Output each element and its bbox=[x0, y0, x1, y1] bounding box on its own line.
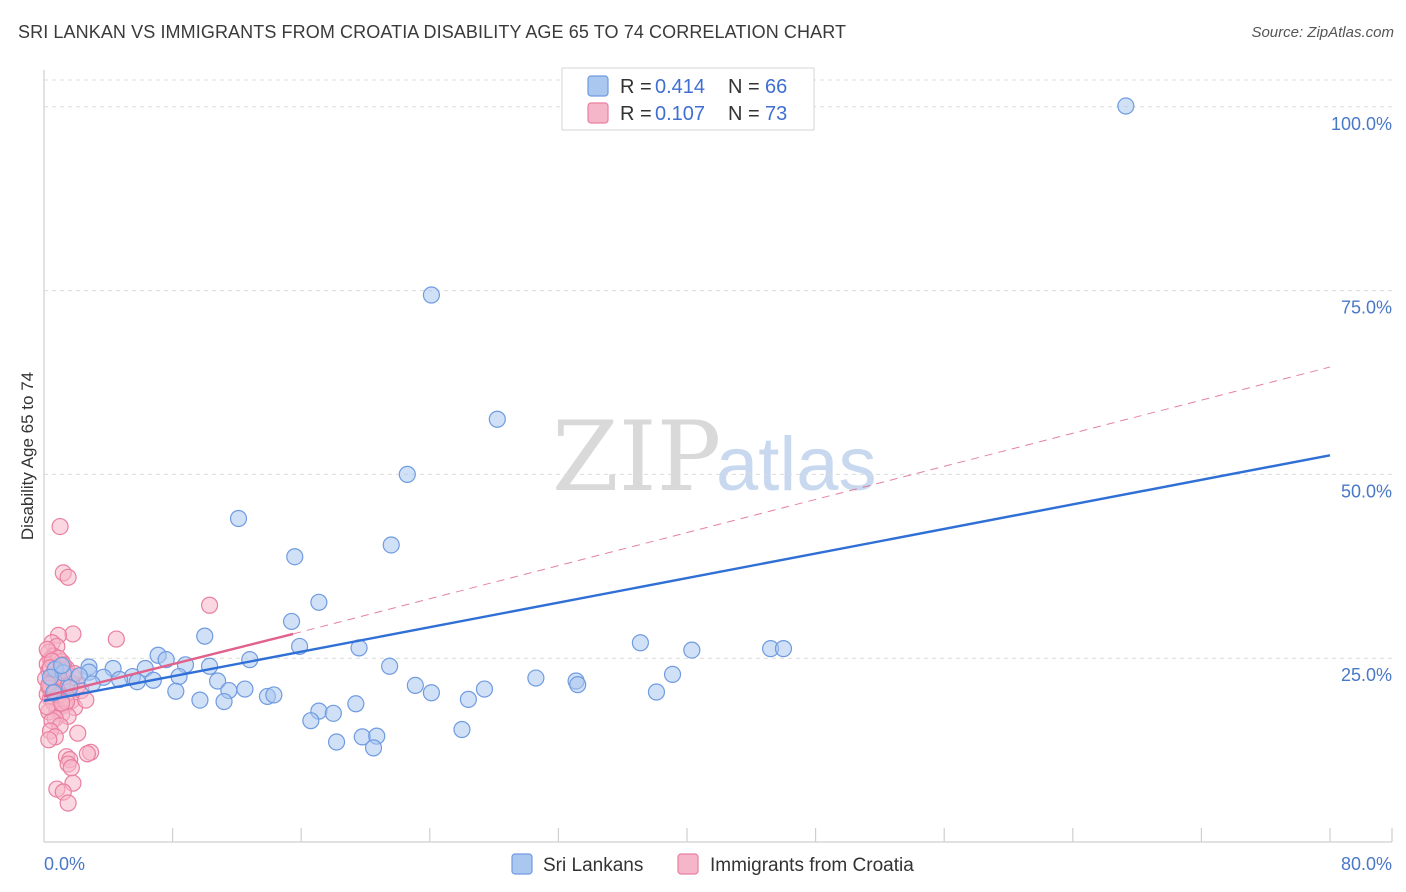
data-point bbox=[647, 683, 666, 701]
trend-line bbox=[43, 454, 1331, 703]
data-point bbox=[209, 672, 227, 690]
legend-n-label: N = bbox=[728, 103, 760, 125]
data-point bbox=[200, 596, 219, 614]
data-point bbox=[774, 640, 793, 658]
data-point bbox=[631, 634, 649, 652]
data-point bbox=[41, 668, 60, 686]
data-point bbox=[53, 656, 71, 675]
data-point bbox=[488, 410, 506, 428]
data-point bbox=[40, 731, 58, 749]
data-point bbox=[475, 680, 494, 698]
y-tick-label: 75.0% bbox=[1341, 298, 1392, 318]
data-point bbox=[229, 509, 248, 528]
watermark-atlas: atlas bbox=[716, 422, 877, 507]
data-point bbox=[324, 704, 342, 722]
legend-swatch-pink bbox=[587, 102, 609, 124]
series-sri-lankans bbox=[41, 97, 1135, 757]
data-point bbox=[78, 745, 97, 763]
legend-swatch-blue bbox=[587, 75, 609, 97]
data-point bbox=[459, 690, 477, 708]
data-point bbox=[107, 630, 125, 648]
data-point bbox=[215, 692, 233, 711]
data-point bbox=[310, 593, 328, 611]
data-point bbox=[191, 691, 209, 709]
data-point bbox=[382, 536, 400, 554]
data-point bbox=[200, 657, 219, 675]
data-point bbox=[59, 568, 77, 586]
data-point bbox=[453, 720, 471, 739]
legend-r-label: R = bbox=[620, 103, 652, 125]
data-point bbox=[302, 712, 320, 730]
legend-r-value: 0.414 bbox=[655, 76, 705, 98]
data-point bbox=[381, 657, 399, 675]
data-point bbox=[406, 676, 424, 694]
tick-labels: 25.0% 50.0% 75.0% 100.0% 0.0% 80.0% bbox=[44, 114, 1392, 874]
series-legend-label-sri-lankans: Sri Lankans bbox=[543, 855, 643, 876]
data-point bbox=[1117, 97, 1135, 115]
legend: R = 0.414 N = 66 R = 0.107 N = 73 bbox=[561, 67, 815, 131]
series-legend-swatch-pink bbox=[677, 853, 699, 875]
data-point bbox=[70, 667, 88, 685]
y-tick-label: 100.0% bbox=[1331, 114, 1392, 134]
series-legend: Sri Lankans Immigrants from Croatia bbox=[511, 853, 914, 876]
data-point bbox=[51, 517, 69, 536]
trend-line bbox=[293, 366, 1331, 635]
chart-title: SRI LANKAN VS IMMIGRANTS FROM CROATIA DI… bbox=[18, 22, 847, 42]
x-tick-label: 0.0% bbox=[44, 854, 85, 874]
legend-n-value: 66 bbox=[765, 76, 787, 98]
watermark-zip: ZIP bbox=[552, 401, 721, 513]
data-point bbox=[422, 286, 441, 304]
trend-lines bbox=[43, 366, 1331, 703]
data-point bbox=[683, 641, 701, 659]
series-legend-label-croatia: Immigrants from Croatia bbox=[710, 855, 914, 876]
data-point bbox=[64, 625, 82, 643]
legend-n-value: 73 bbox=[765, 103, 787, 125]
legend-n-label: N = bbox=[728, 76, 760, 98]
series-legend-swatch-blue bbox=[511, 853, 533, 875]
data-point bbox=[286, 548, 304, 566]
data-point bbox=[398, 465, 416, 483]
data-point bbox=[663, 665, 682, 683]
data-point bbox=[167, 682, 185, 700]
y-tick-label: 50.0% bbox=[1341, 481, 1392, 501]
y-axis-label: Disability Age 65 to 74 bbox=[18, 372, 37, 540]
data-point bbox=[327, 733, 346, 751]
data-point bbox=[69, 724, 87, 742]
y-tick-label: 25.0% bbox=[1341, 665, 1392, 685]
legend-r-label: R = bbox=[620, 76, 652, 98]
source-credit: Source: ZipAtlas.com bbox=[1251, 24, 1394, 41]
watermark: ZIP atlas bbox=[552, 401, 877, 513]
data-point bbox=[265, 686, 283, 704]
trend-line bbox=[43, 632, 294, 698]
data-point bbox=[236, 680, 254, 698]
x-tick-label: 80.0% bbox=[1341, 854, 1392, 874]
data-point bbox=[196, 627, 214, 645]
data-point bbox=[282, 612, 301, 631]
data-point bbox=[62, 759, 80, 777]
data-point bbox=[59, 794, 77, 812]
legend-r-value: 0.107 bbox=[655, 103, 705, 125]
data-point bbox=[527, 669, 545, 687]
data-point bbox=[569, 676, 587, 694]
data-point bbox=[364, 739, 383, 757]
data-point bbox=[422, 684, 441, 702]
data-point bbox=[347, 695, 365, 713]
